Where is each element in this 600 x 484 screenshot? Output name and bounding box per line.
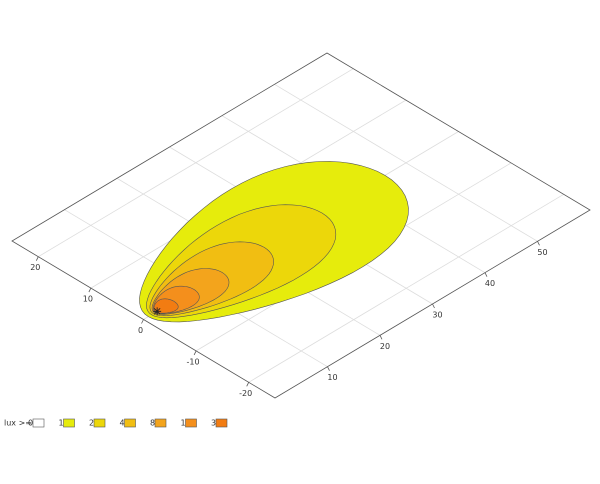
y-tick (141, 319, 144, 324)
legend-swatch (154, 418, 167, 428)
luminaire-stroke (153, 308, 161, 315)
x-tick (537, 241, 540, 246)
legend-swatch (63, 418, 75, 428)
y-tick (193, 350, 197, 356)
y-tick-label: -10 (187, 357, 200, 366)
legend-title: lux >= (4, 419, 32, 428)
y-tick-label: -20 (239, 389, 252, 398)
x-tick (432, 303, 435, 309)
x-tick-label: 20 (380, 342, 390, 351)
grid-line (38, 68, 354, 258)
legend-label: 0 (28, 419, 33, 428)
legend-swatch (93, 418, 106, 428)
legend-swatch (215, 418, 228, 428)
luminaire (153, 307, 162, 316)
x-tick-label: 30 (432, 311, 442, 320)
y-tick (246, 382, 250, 387)
frame-group: 10 20 30 40 50 -20 -10 0 10 20 (11, 52, 591, 399)
legend-label: 2 (89, 419, 94, 428)
legend-label: 4 (120, 419, 125, 428)
x-tick (327, 366, 330, 371)
legend-label: 8 (150, 419, 155, 428)
legend-swatch (32, 418, 45, 428)
legend-swatch (185, 418, 197, 428)
x-tick-label: 50 (537, 248, 547, 257)
x-tick (484, 272, 488, 277)
legend-swatch (124, 418, 136, 428)
legend-label: 1 (59, 419, 64, 428)
grid-line (248, 193, 564, 383)
y-tick-label: 10 (83, 295, 93, 304)
y-tick-label: 0 (138, 326, 143, 335)
legend: lux >= 012481632 (4, 418, 228, 428)
y-tick (88, 287, 92, 293)
x-tick-label: 40 (485, 279, 495, 288)
x-tick (379, 335, 383, 340)
contour-group (139, 161, 409, 323)
y-tick (35, 256, 39, 261)
x-tick-label: 10 (327, 373, 337, 382)
y-tick-label: 20 (30, 263, 40, 272)
